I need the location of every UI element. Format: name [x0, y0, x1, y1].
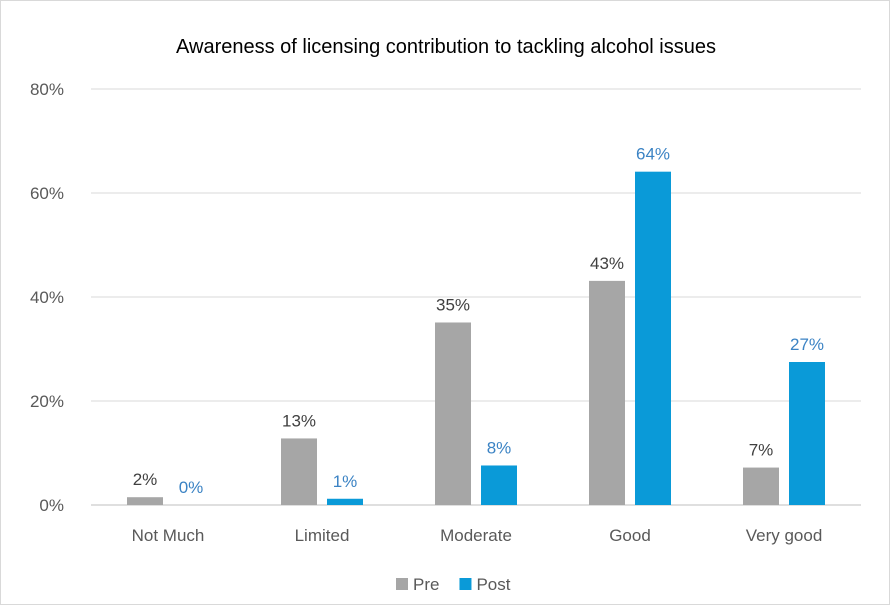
y-tick-label: 20%: [30, 392, 64, 411]
data-label: 64%: [636, 145, 670, 164]
legend: Pre Post: [396, 575, 511, 594]
gridlines: [91, 89, 861, 505]
y-tick-label: 60%: [30, 184, 64, 203]
legend-swatch-post: [459, 578, 471, 590]
data-label: 1%: [333, 472, 358, 491]
bar-post: [481, 465, 517, 505]
y-tick-label: 40%: [30, 288, 64, 307]
bar-post: [327, 499, 363, 505]
legend-label: Pre: [413, 575, 439, 594]
x-tick-label: Not Much: [132, 526, 205, 545]
x-tick-label: Very good: [746, 526, 823, 545]
legend-label: Post: [476, 575, 510, 594]
data-label: 27%: [790, 335, 824, 354]
data-label: 35%: [436, 295, 470, 314]
y-tick-label: 0%: [39, 496, 64, 515]
data-label: 8%: [487, 438, 512, 457]
bar-post: [635, 172, 671, 505]
data-label: 7%: [749, 441, 774, 460]
bar-post: [789, 362, 825, 505]
bar-pre: [435, 322, 471, 505]
data-label: 2%: [133, 470, 158, 489]
bar-pre: [743, 468, 779, 505]
data-label: 0%: [179, 478, 204, 497]
bar-pre: [127, 497, 163, 505]
x-tick-label: Good: [609, 526, 651, 545]
x-tick-label: Limited: [295, 526, 350, 545]
x-axis: Not Much Limited Moderate Good Very good: [132, 526, 823, 545]
legend-swatch-pre: [396, 578, 408, 590]
y-axis: 0% 20% 40% 60% 80%: [30, 80, 64, 515]
x-tick-label: Moderate: [440, 526, 512, 545]
bars: 2% 0% 13% 1% 35% 8% 43% 64% 7% 27%: [127, 145, 825, 505]
y-tick-label: 80%: [30, 80, 64, 99]
bar-pre: [589, 281, 625, 505]
chart-title: Awareness of licensing contribution to t…: [176, 36, 716, 58]
data-label: 43%: [590, 254, 624, 273]
bar-pre: [281, 438, 317, 505]
data-label: 13%: [282, 411, 316, 430]
